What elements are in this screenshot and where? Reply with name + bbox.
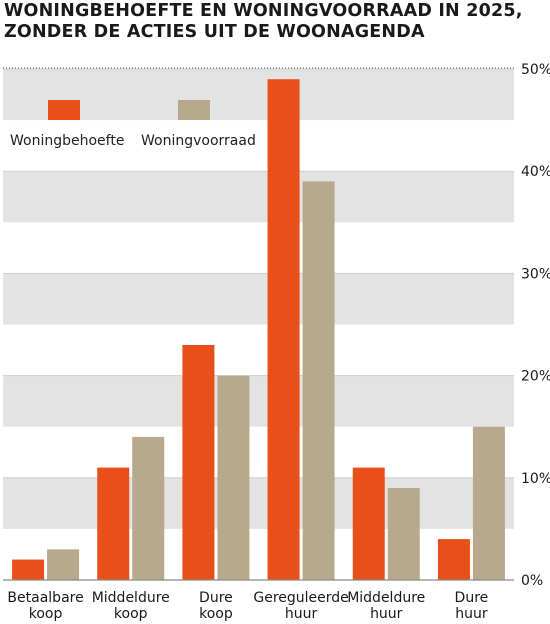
x-tick-label: Betaalbare koop <box>7 590 83 622</box>
grid-band <box>3 273 514 325</box>
x-tick-label: Dure huur <box>455 590 489 622</box>
bar-woningvoorraad-0 <box>47 549 80 580</box>
bar-woningvoorraad-4 <box>387 488 420 580</box>
bar-woningbehoefte-5 <box>437 539 470 580</box>
bar-woningbehoefte-0 <box>12 559 45 580</box>
bar-woningbehoefte-3 <box>267 79 300 580</box>
chart-title: WONINGBEHOEFTE EN WONINGVOORRAAD IN 2025… <box>4 1 550 43</box>
chart-title-line-1: WONINGBEHOEFTE EN WONINGVOORRAAD IN 2025… <box>4 1 523 21</box>
legend-label-1: Woningvoorraad <box>141 133 256 149</box>
y-tick-label: 40% <box>521 164 550 180</box>
chart-title-line-2: ZONDER DE ACTIES UIT DE WOONAGENDA <box>4 22 425 42</box>
bar-woningbehoefte-2 <box>182 344 215 580</box>
grid-band <box>3 171 514 223</box>
y-tick-label: 30% <box>521 266 550 282</box>
grid-band <box>3 69 514 121</box>
grid-band <box>3 477 514 529</box>
legend-swatch-1 <box>178 100 210 120</box>
legend-label-0: Woningbehoefte <box>10 133 124 149</box>
legend-swatch-0 <box>48 100 80 120</box>
bar-woningbehoefte-4 <box>352 467 385 580</box>
bar-woningbehoefte-1 <box>97 467 130 580</box>
y-tick-label: 10% <box>521 471 550 487</box>
x-tick-label: Gereguleerde huur <box>253 590 348 622</box>
y-tick-label: 0% <box>521 573 543 589</box>
x-tick-label: Middeldure huur <box>347 590 425 622</box>
bar-woningvoorraad-2 <box>217 375 250 580</box>
x-tick-label: Middeldure koop <box>92 590 170 622</box>
bar-woningvoorraad-5 <box>472 426 505 580</box>
bar-woningvoorraad-3 <box>302 181 335 581</box>
y-tick-label: 50% <box>521 62 550 78</box>
x-tick-label: Dure koop <box>199 590 233 622</box>
bar-woningvoorraad-1 <box>132 436 165 580</box>
y-tick-label: 20% <box>521 369 550 385</box>
grid-band <box>3 375 514 427</box>
